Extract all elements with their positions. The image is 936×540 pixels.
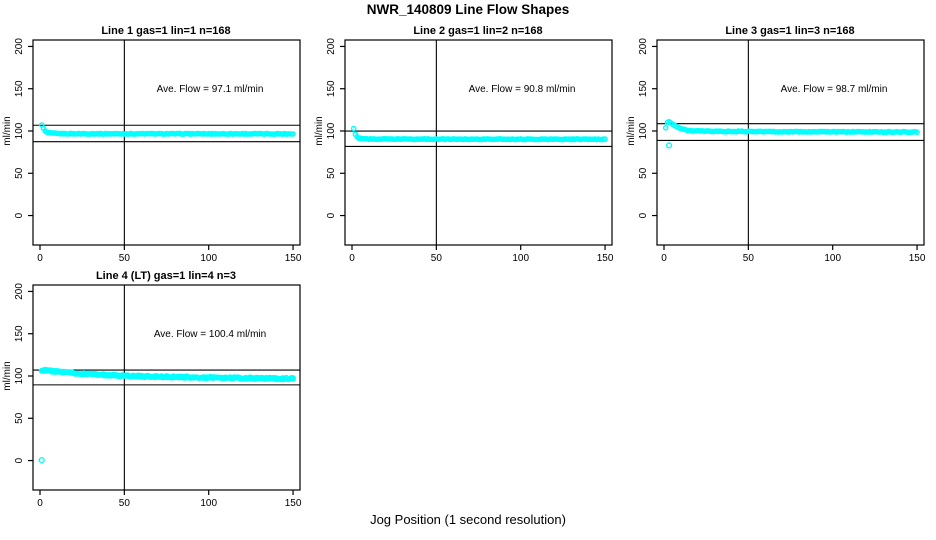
plot-box xyxy=(344,39,613,246)
reference-lines xyxy=(345,40,612,245)
data-point xyxy=(350,125,357,132)
y-tick-label: 100 xyxy=(14,367,25,384)
y-axis-label: ml/min xyxy=(2,116,13,145)
ave-flow-annotation: Ave. Flow = 100.4 ml/min xyxy=(154,329,266,340)
ave-flow-annotation: Ave. Flow = 90.8 ml/min xyxy=(469,84,576,95)
ave-flow-annotation: Ave. Flow = 97.1 ml/min xyxy=(157,84,264,95)
y-axis-label: ml/min xyxy=(2,361,13,390)
y-tick-label: 150 xyxy=(638,80,649,97)
panel-line-3-chart: Line 3 gas=1 lin=3 n=168 0 50 100 150 0 50 100 1… xyxy=(626,25,926,264)
panel-title: Line 2 gas=1 lin=2 n=168 xyxy=(413,25,542,37)
y-tick-label: 200 xyxy=(638,38,649,55)
y-tick-label: 100 xyxy=(14,122,25,139)
x-tick-label: 100 xyxy=(200,498,217,509)
y-tick-label: 150 xyxy=(14,325,25,342)
panel-line-4-chart: Line 4 (LT) gas=1 lin=4 n=3 0 50 100 150 0 50 1… xyxy=(2,270,302,509)
y-tick-label: 200 xyxy=(14,38,25,55)
x-tick-label: 0 xyxy=(37,253,43,264)
plot-box xyxy=(656,39,925,246)
y-tick-label: 200 xyxy=(14,283,25,300)
reference-lines xyxy=(33,40,300,245)
y-axis-label: ml/min xyxy=(626,116,637,145)
reference-lines xyxy=(657,40,924,245)
y-tick-label: 50 xyxy=(638,167,649,179)
panel-title: Line 4 (LT) gas=1 lin=4 n=3 xyxy=(96,270,236,282)
data-point xyxy=(662,125,669,131)
flow-points xyxy=(38,122,296,137)
x-tick-label: 100 xyxy=(200,253,217,264)
data-point xyxy=(914,129,920,136)
x-tick-label: 50 xyxy=(743,253,755,264)
figure-title: NWR_140809 Line Flow Shapes xyxy=(366,2,570,17)
y-tick-label: 200 xyxy=(326,38,337,55)
x-tick-label: 0 xyxy=(661,253,667,264)
panel-title: Line 1 gas=1 lin=1 n=168 xyxy=(101,25,230,37)
data-point xyxy=(290,131,296,137)
y-tick-label: 0 xyxy=(14,457,25,463)
ave-flow-annotation: Ave. Flow = 98.7 ml/min xyxy=(781,84,888,95)
y-tick-label: 150 xyxy=(14,80,25,97)
y-axis-label: ml/min xyxy=(314,116,325,145)
plot-box xyxy=(32,39,301,246)
x-axis-label: Jog Position (1 second resolution) xyxy=(370,512,566,527)
x-tick-label: 0 xyxy=(37,498,43,509)
outlier-point xyxy=(665,142,673,149)
x-tick-label: 50 xyxy=(119,253,131,264)
data-point xyxy=(290,375,296,381)
x-tick-label: 150 xyxy=(909,253,926,264)
axes: 0 50 100 150 0 50 100 150 200 ml/min xyxy=(314,38,614,264)
outlier-point xyxy=(38,457,45,464)
x-tick-label: 150 xyxy=(285,253,302,264)
panel-title: Line 3 gas=1 lin=3 n=168 xyxy=(725,25,854,37)
axes: 0 50 100 150 0 50 100 150 200 ml/min xyxy=(626,38,926,264)
panel-line-1-chart: Line 1 gas=1 lin=1 n=168 0 50 100 150 0 50 100 1… xyxy=(2,25,302,264)
x-tick-label: 50 xyxy=(431,253,443,264)
y-tick-label: 50 xyxy=(14,412,25,424)
plot-box xyxy=(32,284,301,491)
y-tick-label: 100 xyxy=(638,122,649,139)
axes: 0 50 100 150 0 50 100 150 200 ml/min xyxy=(2,38,302,264)
flow-points xyxy=(350,125,608,143)
flow-points xyxy=(662,118,920,149)
y-tick-label: 0 xyxy=(14,212,25,218)
reference-lines xyxy=(33,285,300,490)
panel-line-2-chart: Line 2 gas=1 lin=2 n=168 0 50 100 150 0 50 100 1… xyxy=(314,25,614,264)
y-tick-label: 50 xyxy=(14,167,25,179)
x-tick-label: 100 xyxy=(824,253,841,264)
y-tick-label: 0 xyxy=(638,212,649,218)
y-tick-label: 100 xyxy=(326,122,337,139)
y-tick-label: 0 xyxy=(326,212,337,218)
x-tick-label: 150 xyxy=(285,498,302,509)
x-tick-label: 100 xyxy=(512,253,529,264)
x-tick-label: 0 xyxy=(349,253,355,264)
x-tick-label: 150 xyxy=(597,253,614,264)
y-tick-label: 150 xyxy=(326,80,337,97)
x-tick-label: 50 xyxy=(119,498,131,509)
flow-points xyxy=(38,366,296,464)
y-tick-label: 50 xyxy=(326,167,337,179)
data-point xyxy=(602,136,608,142)
axes: 0 50 100 150 0 50 100 150 200 ml/min xyxy=(2,283,302,509)
